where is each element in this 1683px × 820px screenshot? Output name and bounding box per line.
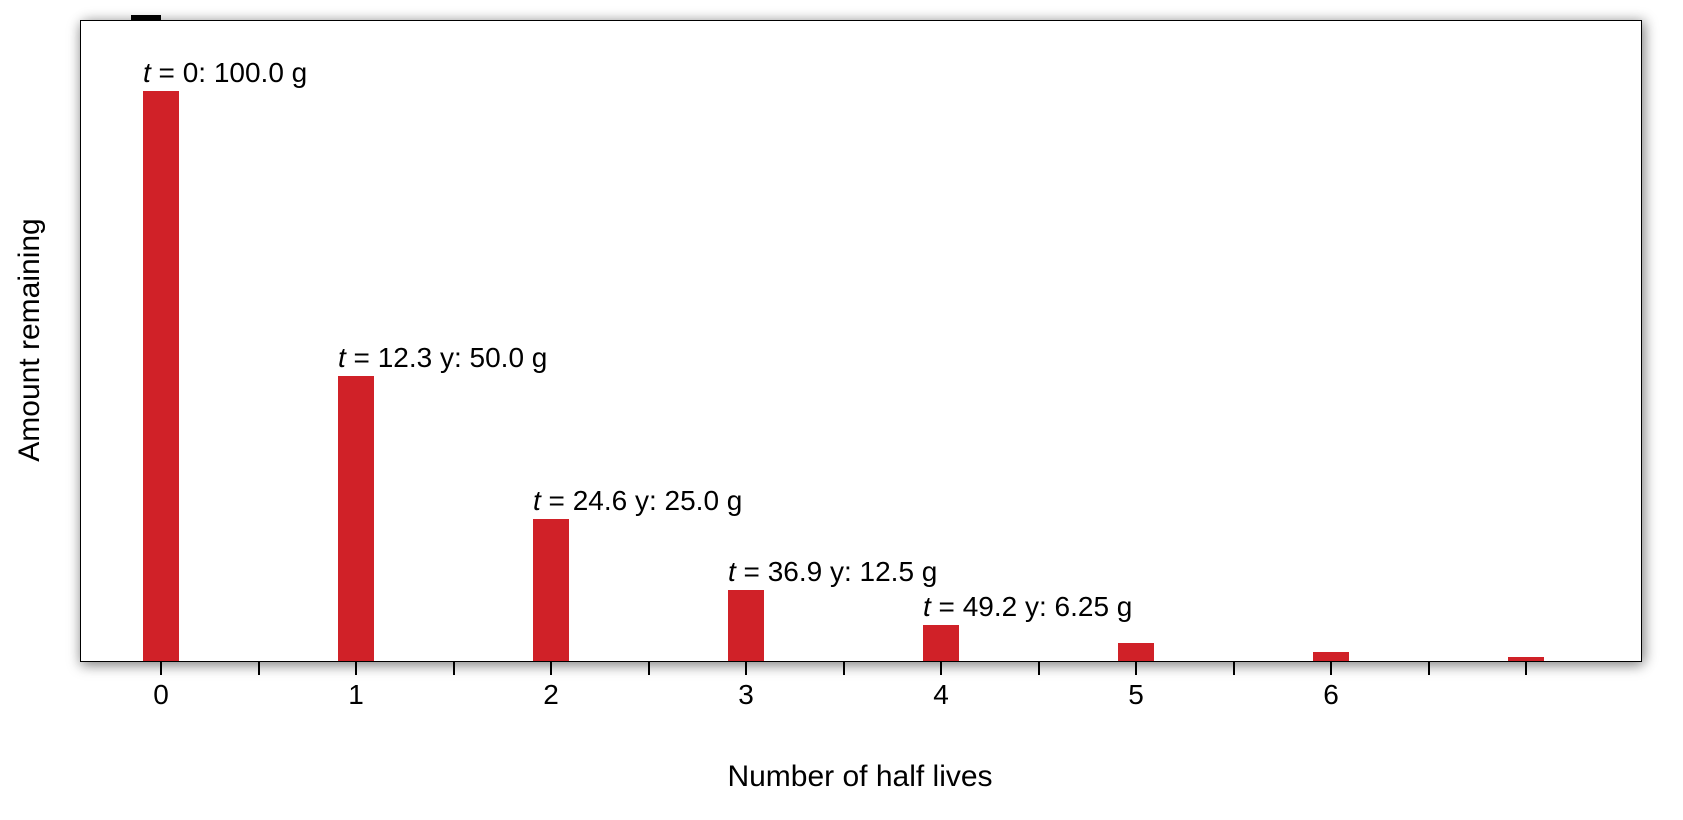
x-tick-label: 1 xyxy=(348,679,364,711)
x-tick-label: 4 xyxy=(933,679,949,711)
x-tick-label: 3 xyxy=(738,679,754,711)
x-tick-label: 0 xyxy=(153,679,169,711)
x-tick xyxy=(160,661,162,675)
x-tick-label: 5 xyxy=(1128,679,1144,711)
bar-6 xyxy=(1313,652,1349,661)
bar-2 xyxy=(533,519,569,662)
x-tick xyxy=(550,661,552,675)
bar-label-3: t = 36.9 y: 12.5 g xyxy=(728,556,937,588)
x-tick-minor xyxy=(453,661,455,675)
x-tick-minor xyxy=(258,661,260,675)
x-tick-minor xyxy=(843,661,845,675)
chart-container: 0t = 0: 100.0 g1t = 12.3 y: 50.0 g2t = 2… xyxy=(80,20,1642,662)
x-tick-minor xyxy=(1233,661,1235,675)
x-tick-label: 6 xyxy=(1323,679,1339,711)
x-tick xyxy=(1135,661,1137,675)
bar-label-1: t = 12.3 y: 50.0 g xyxy=(338,342,547,374)
x-tick-minor xyxy=(648,661,650,675)
x-tick-label: 2 xyxy=(543,679,559,711)
x-tick xyxy=(940,661,942,675)
x-tick xyxy=(1330,661,1332,675)
bar-label-4: t = 49.2 y: 6.25 g xyxy=(923,591,1132,623)
bar-4 xyxy=(923,625,959,661)
x-tick xyxy=(355,661,357,675)
x-tick-minor xyxy=(1428,661,1430,675)
bar-5 xyxy=(1118,643,1154,661)
y-axis-label: Amount remaining xyxy=(13,218,47,461)
bar-label-2: t = 24.6 y: 25.0 g xyxy=(533,485,742,517)
x-tick xyxy=(1525,661,1527,675)
x-tick-minor xyxy=(1038,661,1040,675)
x-axis-label: Number of half lives xyxy=(727,760,992,794)
bar-1 xyxy=(338,376,374,661)
bar-3 xyxy=(728,590,764,661)
plot-area: 0t = 0: 100.0 g1t = 12.3 y: 50.0 g2t = 2… xyxy=(81,21,1641,661)
bar-label-0: t = 0: 100.0 g xyxy=(143,57,307,89)
x-tick xyxy=(745,661,747,675)
bar-0 xyxy=(143,91,179,661)
